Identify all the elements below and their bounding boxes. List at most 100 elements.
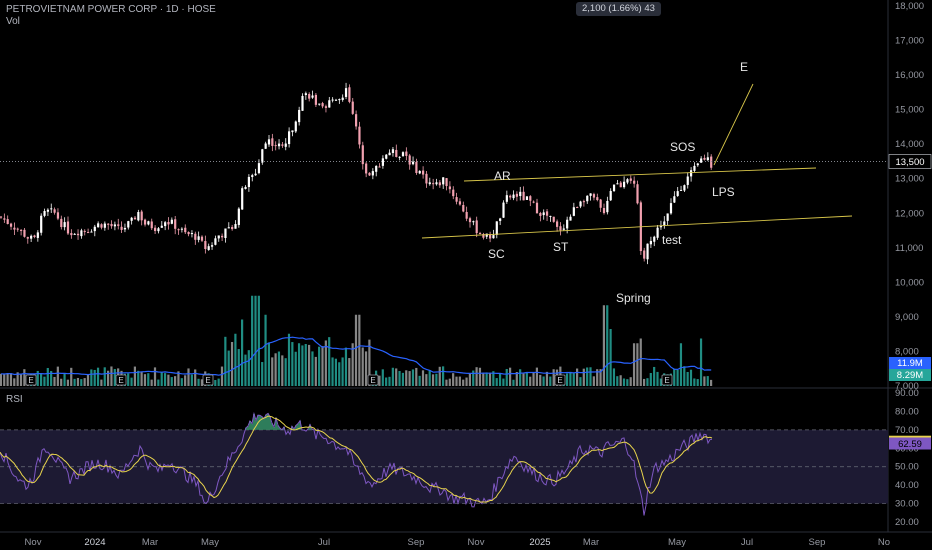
volume-bar	[478, 367, 482, 386]
candle-body	[656, 227, 659, 238]
volume-bar	[673, 368, 676, 386]
candle-body	[602, 208, 606, 214]
volume-bar	[421, 370, 425, 386]
volume-bar	[572, 373, 575, 386]
candle-body	[448, 186, 451, 190]
candle-body	[331, 99, 334, 101]
volume-bar	[163, 373, 167, 386]
volume-bar	[66, 379, 69, 386]
candle-body	[227, 227, 230, 229]
candle-body	[552, 216, 555, 222]
candle-body	[127, 221, 130, 228]
volume-bar	[147, 373, 150, 386]
volume-bar	[706, 376, 709, 386]
time-axis-label: Nov	[468, 537, 485, 548]
volume-bar	[509, 367, 512, 386]
candle-body	[398, 156, 401, 158]
wyckoff-annotation: Spring	[616, 291, 651, 305]
volume-bar	[344, 347, 348, 386]
candle-body	[170, 219, 173, 224]
candle-body	[690, 170, 693, 177]
volume-ma-line	[0, 336, 712, 376]
volume-bar	[582, 368, 585, 386]
volume-bar	[0, 373, 3, 386]
candle-body	[237, 208, 240, 225]
candle-body	[274, 145, 277, 147]
volume-bar	[629, 377, 632, 386]
rsi-ma-line	[0, 415, 713, 503]
volume-bar	[586, 367, 589, 386]
candle-body	[542, 212, 545, 216]
candle-body	[623, 181, 626, 188]
candle-body	[626, 179, 629, 183]
candle-body	[23, 229, 26, 237]
volume-bar	[331, 357, 334, 386]
volume-bar	[452, 373, 455, 386]
volume-bar	[592, 376, 595, 386]
volume-bar	[696, 379, 699, 386]
volume-bar	[549, 376, 552, 386]
time-axis-label: Mar	[142, 537, 158, 548]
candle-body	[231, 226, 234, 230]
earnings-marker	[367, 374, 379, 386]
volume-bar	[13, 378, 16, 386]
volume-bar	[40, 373, 43, 386]
volume-label: Vol	[6, 16, 20, 27]
volume-bar	[287, 333, 291, 386]
volume-bar	[632, 343, 636, 386]
candle-body	[519, 191, 522, 197]
volume-bar	[529, 376, 532, 386]
volume-bar	[234, 333, 237, 386]
candle-body	[509, 195, 512, 198]
time-axis-label: Sep	[809, 537, 826, 548]
candle-body	[455, 197, 458, 202]
candle-body	[411, 161, 415, 165]
volume-bars	[0, 295, 713, 386]
volume-bar	[676, 369, 679, 386]
price-tick-label: 7,000	[895, 381, 919, 392]
volume-bar	[488, 372, 492, 386]
candle-body	[3, 218, 6, 220]
candle-body	[703, 157, 706, 160]
volume-bar	[475, 367, 478, 386]
candle-body	[123, 227, 127, 230]
candle-body	[328, 100, 331, 108]
candle-body	[221, 235, 224, 238]
volume-bar	[710, 379, 713, 386]
volume-bar	[127, 373, 130, 386]
candle-body	[97, 223, 100, 228]
candle-body	[46, 209, 49, 212]
candle-body	[599, 199, 602, 208]
volume-badge	[889, 369, 931, 381]
candle-body	[432, 183, 435, 185]
candle-body	[355, 114, 358, 127]
candle-body	[120, 226, 123, 230]
candle-body	[254, 173, 257, 176]
candles	[0, 82, 713, 265]
volume-bar	[107, 370, 110, 386]
candle-body	[485, 233, 488, 237]
time-axis-label: 2024	[84, 537, 105, 548]
volume-bar	[328, 337, 331, 386]
rsi-label: RSI	[6, 394, 23, 405]
candle-body	[194, 233, 197, 240]
volume-bar	[646, 378, 649, 386]
candle-body	[545, 211, 549, 216]
volume-bar	[576, 368, 579, 386]
candle-body	[291, 130, 294, 133]
volume-bar	[368, 339, 371, 386]
volume-bar	[626, 379, 629, 386]
volume-bar	[458, 376, 461, 386]
volume-bar	[153, 367, 157, 386]
candle-body	[388, 152, 391, 156]
candle-body	[606, 200, 609, 213]
volume-bar	[435, 373, 438, 386]
trendline-upper	[463, 167, 817, 182]
volume-bar	[686, 371, 689, 386]
price-tick-label: 9,000	[895, 312, 919, 323]
candle-body	[241, 188, 244, 210]
volume-bar	[23, 369, 26, 386]
price-tick-label: 14,000	[895, 139, 924, 150]
candle-body	[251, 175, 254, 178]
